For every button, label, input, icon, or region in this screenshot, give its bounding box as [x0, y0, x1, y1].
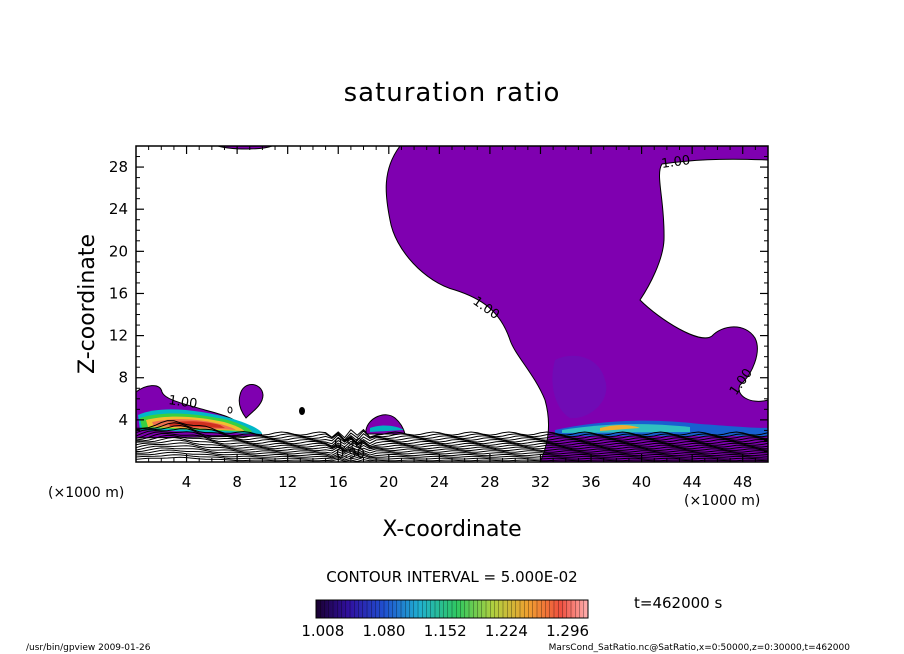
surface-contour: [136, 434, 768, 448]
surface-contour: [136, 439, 768, 452]
colorbar-tick-label: 1.296: [546, 622, 589, 640]
x-tick-label: 36: [581, 473, 600, 491]
time-label: t=462000 s: [634, 594, 722, 612]
supersaturated-bump-left: [238, 384, 264, 419]
x-axis-unit-left: (×1000 m): [48, 485, 124, 501]
x-axis: 4 8 12 16 20 24 28 32 36 40 44 48: [148, 146, 756, 491]
surface-contour: [136, 449, 768, 458]
y-tick-label: 8: [118, 369, 128, 387]
x-tick-label: 48: [733, 473, 752, 491]
y-tick-label: 4: [118, 411, 128, 429]
x-axis-unit-right: (×1000 m): [684, 493, 760, 509]
y-axis: 4 8 12 16 20 24 28: [109, 156, 768, 452]
x-tick-label: 8: [232, 473, 242, 491]
colorbar-tick-label: 1.008: [301, 622, 344, 640]
chart-title: saturation ratio: [344, 78, 561, 108]
x-tick-label: 4: [182, 473, 192, 491]
surface-contour: [136, 428, 768, 444]
x-tick-label: 32: [531, 473, 550, 491]
colorbar-ticks: 1.008 1.080 1.152 1.224 1.296: [301, 622, 589, 640]
x-tick-label: 20: [379, 473, 398, 491]
colorbar-bands: [320, 600, 584, 618]
y-tick-label: 24: [109, 200, 128, 218]
surface-contour: [136, 436, 768, 450]
x-tick-label: 40: [632, 473, 651, 491]
contour-interval: CONTOUR INTERVAL = 5.000E-02: [326, 568, 577, 586]
surface-contour: [136, 431, 768, 445]
x-tick-label: 24: [430, 473, 449, 491]
colorbar-tick-label: 1.224: [485, 622, 528, 640]
contour-blob: [227, 406, 233, 414]
footer-left: /usr/bin/gpview 2009-01-26: [26, 643, 151, 653]
surface-contour: [136, 445, 768, 455]
y-tick-label: 12: [109, 327, 128, 345]
surface-contour: [136, 422, 768, 441]
y-tick-label: 28: [109, 158, 128, 176]
colorbar: 1.008 1.080 1.152 1.224 1.296: [301, 599, 589, 640]
y-axis-label: Z-coordinate: [75, 234, 100, 374]
supersaturated-region-main: [385, 146, 768, 462]
surface-contour: [136, 442, 768, 453]
surface-contour: [136, 451, 768, 459]
colorbar-tick-label: 1.152: [424, 622, 467, 640]
y-tick-label: 20: [109, 242, 128, 260]
contour-blob: [299, 407, 305, 415]
surface-contour: [136, 420, 768, 439]
x-tick-label: 16: [329, 473, 348, 491]
footer-right: MarsCond_SatRatio.nc@SatRatio,x=0:50000,…: [549, 643, 851, 653]
high-ratio-layer-mid: [370, 425, 404, 432]
colorbar-tick-label: 1.080: [363, 622, 406, 640]
plot-area: 1.00 1.00 1.00 1.00 0.90 0.90: [135, 145, 769, 463]
x-tick-label: 12: [278, 473, 297, 491]
contour-label: 1.00: [660, 153, 691, 172]
high-ratio-layer-right: [555, 420, 768, 436]
x-tick-label: 44: [683, 473, 702, 491]
y-tick-label: 16: [109, 284, 128, 302]
x-axis-label: X-coordinate: [382, 517, 521, 542]
surface-contour: [136, 433, 768, 447]
x-tick-label: 28: [480, 473, 499, 491]
contour-label: 1.00: [167, 393, 198, 412]
surface-contour: [136, 447, 768, 456]
supersaturated-core: [552, 355, 607, 419]
